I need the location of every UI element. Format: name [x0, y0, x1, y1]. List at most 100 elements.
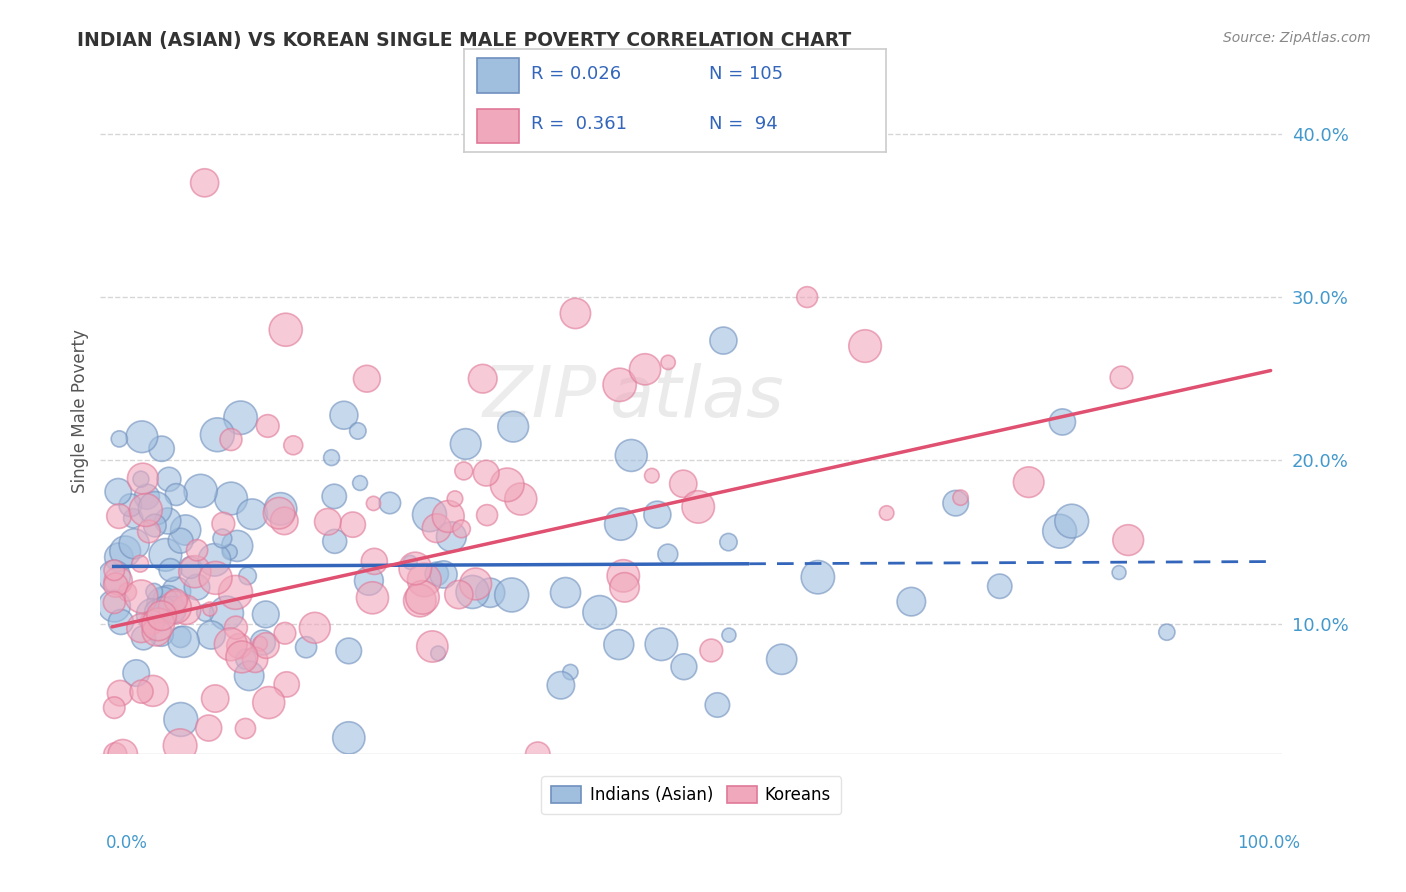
Point [107, 484, 129, 499]
Point [129, 557, 152, 571]
Point [267, 506, 290, 520]
Point [900, 595, 922, 609]
Point [132, 631, 155, 645]
Point [174, 603, 197, 617]
Point [706, 698, 728, 712]
Point [399, 555, 422, 569]
Point [131, 684, 153, 698]
Point [454, 437, 477, 451]
Point [254, 607, 277, 622]
Point [464, 577, 486, 591]
Point [1111, 370, 1133, 384]
Point [212, 516, 235, 531]
Point [173, 634, 195, 648]
Point [143, 584, 166, 599]
Point [131, 590, 153, 604]
Point [163, 600, 186, 615]
Point [219, 433, 242, 447]
Point [145, 604, 167, 618]
Point [444, 491, 467, 506]
Point [204, 571, 226, 585]
Point [160, 603, 183, 617]
Point [509, 491, 531, 506]
Point [453, 464, 475, 478]
Point [135, 503, 157, 517]
Point [1052, 415, 1074, 429]
Point [717, 628, 740, 642]
Point [170, 713, 193, 727]
Point [103, 700, 125, 714]
Point [337, 731, 360, 745]
Point [235, 722, 257, 736]
Point [988, 579, 1011, 593]
Point [527, 747, 550, 762]
Text: INDIAN (ASIAN) VS KOREAN SINGLE MALE POVERTY CORRELATION CHART: INDIAN (ASIAN) VS KOREAN SINGLE MALE POV… [77, 31, 852, 50]
Point [502, 419, 524, 434]
Point [471, 372, 494, 386]
Point [211, 532, 233, 546]
Point [135, 490, 157, 504]
Point [496, 478, 519, 492]
Point [111, 747, 134, 762]
Point [152, 596, 174, 610]
Bar [477, 109, 519, 144]
Point [413, 573, 436, 587]
Point [225, 621, 247, 635]
Point [321, 450, 343, 465]
Point [174, 523, 197, 537]
Point [347, 424, 370, 438]
Point [143, 518, 166, 533]
Point [876, 506, 898, 520]
Text: ZIP: ZIP [482, 363, 596, 432]
Point [807, 570, 830, 584]
Point [323, 489, 346, 503]
Point [713, 334, 735, 348]
Point [256, 419, 278, 434]
Bar [477, 58, 519, 93]
Point [304, 621, 326, 635]
Point [236, 569, 259, 583]
Point [198, 602, 221, 616]
Point [252, 635, 274, 649]
Point [1018, 475, 1040, 490]
Point [1116, 533, 1139, 547]
Point [274, 323, 297, 337]
Point [238, 669, 260, 683]
Point [475, 508, 498, 522]
Point [1156, 625, 1178, 640]
Point [479, 586, 502, 600]
Point [200, 628, 222, 642]
Point [122, 537, 145, 551]
Point [634, 362, 657, 376]
Point [108, 509, 131, 524]
Point [219, 491, 242, 506]
Point [461, 585, 484, 599]
Point [700, 643, 723, 657]
Point [440, 530, 463, 544]
Point [501, 588, 523, 602]
Point [103, 599, 125, 613]
Point [204, 691, 226, 706]
Point [117, 585, 139, 599]
Point [165, 584, 187, 599]
Point [125, 666, 148, 681]
Point [169, 533, 191, 548]
Text: R = 0.026: R = 0.026 [531, 65, 621, 83]
Point [607, 638, 630, 652]
Point [447, 588, 470, 602]
Text: N =  94: N = 94 [709, 115, 778, 133]
Point [796, 290, 818, 304]
Point [612, 569, 634, 583]
Point [150, 627, 173, 641]
Point [945, 496, 967, 510]
Point [437, 509, 460, 524]
Point [333, 408, 356, 422]
Point [180, 560, 202, 574]
Point [184, 565, 207, 579]
Point [647, 508, 669, 522]
Text: 0.0%: 0.0% [105, 834, 148, 852]
Point [564, 306, 586, 320]
Point [122, 511, 145, 525]
Point [108, 686, 131, 700]
Point [688, 500, 710, 514]
